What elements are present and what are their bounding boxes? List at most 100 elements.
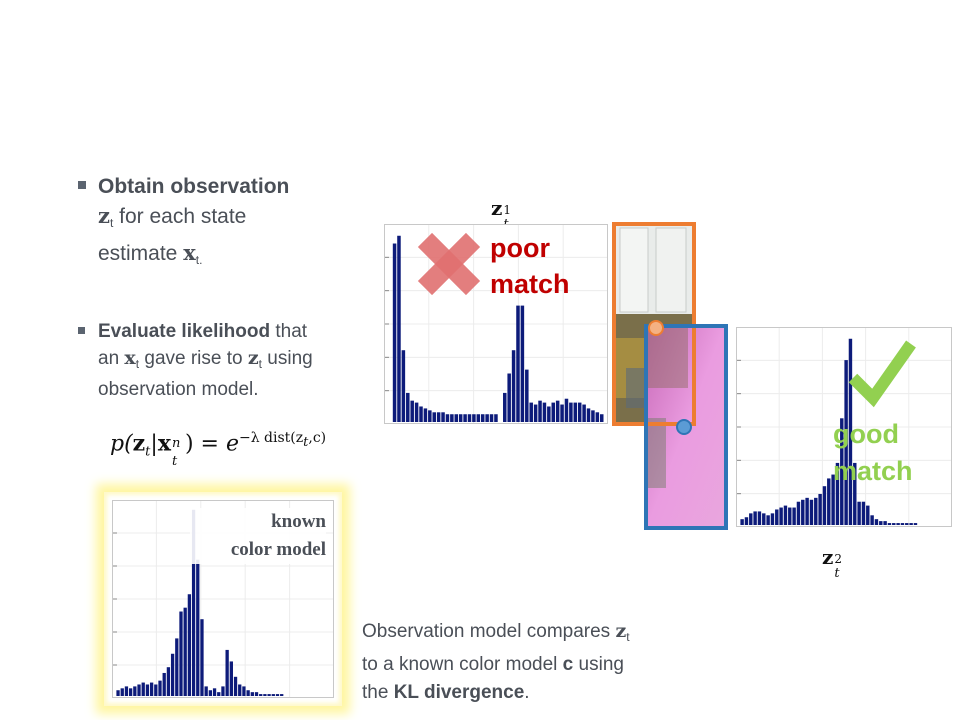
- histogram-bar: [569, 402, 573, 422]
- formula-x: x: [157, 430, 171, 457]
- histogram-bar: [472, 414, 476, 422]
- symbol-z: z: [247, 347, 259, 369]
- histogram-bar: [154, 684, 158, 696]
- caption-kl-divergence: KL divergence: [393, 682, 525, 703]
- bullet-heading: Evaluate likelihood: [98, 321, 271, 342]
- histogram-bar: [857, 501, 861, 525]
- caption-text: .: [524, 682, 530, 703]
- histogram-bar: [259, 694, 263, 696]
- histogram-bar: [909, 523, 913, 525]
- color-model-words: color model: [230, 539, 326, 560]
- histogram-bar: [591, 410, 595, 422]
- formula-e: e: [225, 431, 239, 457]
- symbol-z: z: [98, 203, 110, 228]
- histogram-bar: [263, 694, 267, 696]
- histogram-bar: [454, 414, 459, 422]
- bullet-marker: [78, 327, 85, 334]
- histogram-bar: [560, 404, 564, 422]
- histogram-bar: [246, 690, 250, 696]
- histogram-bar: [196, 559, 200, 696]
- histogram-bar: [533, 404, 538, 422]
- formula-bar: |: [150, 431, 158, 457]
- z1-sup: 1: [503, 203, 511, 217]
- caption: Observation model compares zt to a known…: [362, 617, 692, 707]
- histogram-bar: [818, 493, 822, 525]
- x-mark-icon: [417, 232, 481, 296]
- histogram-bar: [428, 410, 432, 422]
- histogram-bar: [392, 243, 397, 422]
- histogram-bar: [254, 692, 259, 696]
- symbol-x: x: [124, 347, 136, 369]
- blue-box: [644, 324, 728, 530]
- histogram-bar: [900, 523, 905, 525]
- caption-text: Observation model compares: [362, 621, 616, 642]
- histogram-bar: [892, 523, 896, 525]
- histogram-bar: [555, 400, 560, 422]
- histogram-bar: [124, 686, 129, 696]
- histogram-bar: [896, 523, 900, 525]
- histogram-bar: [280, 694, 284, 696]
- histogram-bar: [208, 690, 213, 696]
- bullet-obtain-observation: Obtain observation zt for each state est…: [76, 172, 356, 275]
- histogram-bar: [229, 661, 233, 696]
- match-word: match: [490, 269, 570, 299]
- histogram-bar: [809, 499, 814, 525]
- histogram-bar: [166, 667, 171, 696]
- histogram-bar: [766, 515, 770, 525]
- video-frame-crops: [612, 222, 728, 530]
- histogram-bar: [564, 398, 569, 422]
- histogram-z1: [384, 224, 608, 424]
- histogram-bar: [275, 694, 280, 696]
- good-match-label: good match: [833, 416, 913, 490]
- histogram-bar: [191, 509, 196, 696]
- histogram-bar: [225, 649, 229, 696]
- histogram-bar: [485, 414, 489, 422]
- subscript-t: t: [135, 357, 140, 371]
- z1-base: z: [491, 196, 503, 220]
- subscript-t: t.: [195, 253, 203, 267]
- histogram-bar: [242, 686, 246, 696]
- histogram-bar: [573, 402, 578, 422]
- histogram-bar: [503, 392, 507, 422]
- histogram-bar: [179, 611, 183, 696]
- histogram-bar: [128, 688, 133, 696]
- histogram-bar: [494, 414, 498, 422]
- histogram-bar: [740, 519, 744, 525]
- bullet-list: Obtain observation zt for each state est…: [76, 172, 356, 403]
- histogram-bar: [406, 392, 410, 422]
- histogram-bar: [183, 607, 187, 696]
- histogram-bar: [445, 414, 450, 422]
- histogram-bar: [133, 686, 137, 696]
- formula-exp-sub-t: t: [303, 434, 309, 450]
- histogram-bar: [221, 686, 225, 696]
- symbol-x: x: [183, 240, 196, 265]
- subscript-t: t: [258, 357, 263, 371]
- histogram-bar: [783, 505, 788, 525]
- orange-handle: [648, 320, 664, 336]
- histogram-bar: [779, 507, 783, 525]
- histogram-bar: [840, 418, 844, 525]
- match-word: match: [833, 456, 913, 486]
- histogram-bar: [822, 486, 827, 525]
- bullet-heading: Obtain observation: [98, 175, 290, 198]
- histogram-bar: [175, 638, 179, 696]
- histogram-bar: [796, 501, 801, 525]
- histogram-bar: [538, 400, 542, 422]
- histogram-bar: [525, 369, 529, 422]
- histogram-bar: [866, 505, 870, 525]
- histogram-z2: [736, 327, 952, 527]
- good-word: good: [833, 419, 899, 449]
- formula-equals: ) =: [184, 431, 226, 457]
- z2-sub: t: [834, 566, 840, 581]
- histogram-bar: [187, 594, 192, 696]
- histogram-bar: [137, 684, 141, 696]
- histogram-bar: [775, 509, 779, 525]
- z2-sup: 2: [834, 552, 842, 566]
- known-color-model-label: known color model: [190, 508, 326, 564]
- histogram-bar: [410, 400, 414, 422]
- bullet-text: gave rise to: [139, 348, 248, 369]
- histogram-bar: [158, 680, 162, 696]
- histogram-bar: [542, 402, 547, 422]
- histogram-bar: [905, 523, 909, 525]
- histogram-bar: [883, 521, 887, 525]
